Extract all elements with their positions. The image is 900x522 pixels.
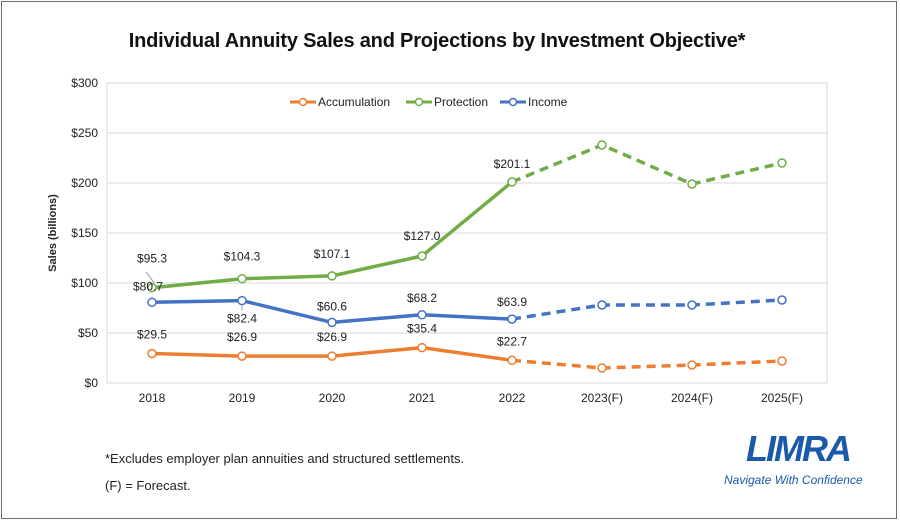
data-point-accumulation [507,355,517,366]
data-point-protection [237,273,247,284]
legend: Accumulation Protection Income [290,95,568,109]
x-tick-label: 2019 [229,391,256,405]
data-label-accumulation: $26.9 [317,330,347,344]
legend-marker-income [508,97,518,107]
data-label-income: $68.2 [407,291,437,305]
data-label-protection: $107.1 [314,247,351,261]
logo-wordmark: LIMRA [746,428,852,469]
data-label-income: $80.7 [133,279,163,293]
x-tick-label: 2022 [499,391,526,405]
axes: $0 $50 $100 $150 $200 $250 $300 2018 2019 2020 202… [47,76,803,405]
data-label-protection: $95.3 [137,252,167,266]
data-point-income [237,295,247,306]
grid-lines [106,82,828,384]
y-tick-label: $300 [71,76,98,90]
data-point-protection [147,282,157,293]
data-point-income [417,310,427,320]
limra-logo: LIMRA Navigate With Confidence [724,428,884,498]
data-point-protection [327,271,337,281]
data-point-accumulation [237,351,247,361]
legend-label-protection: Protection [434,95,488,109]
logo-tagline: Navigate With Confidence [724,473,863,487]
data-label-income: $63.9 [497,295,527,309]
y-tick-label: $0 [85,376,99,390]
data-label-accumulation: $26.9 [227,330,257,344]
data-point-protection [507,177,517,187]
x-tick-label: 2020 [319,391,346,405]
data-point-protection [687,179,697,189]
data-label-accumulation: $29.5 [137,328,167,342]
data-point-accumulation [327,351,337,361]
x-tick-label: 2021 [409,391,436,405]
x-tick-label: 2025(F) [761,391,803,405]
data-label-accumulation: $22.7 [497,334,527,348]
y-tick-label: $250 [71,126,98,140]
data-point-income [147,297,157,308]
x-tick-label: 2018 [139,391,166,405]
data-label-protection: $127.0 [404,229,441,243]
data-point-protection [777,158,787,168]
data-point-income [327,317,337,328]
data-point-income [687,300,697,310]
series-group: $29.5 $26.9 $26.9 $35.4 $22.7 $95.3 $104.3 $107… [133,140,787,373]
data-label-accumulation: $35.4 [407,322,437,336]
data-point-income [777,295,787,305]
legend-marker-protection [414,97,424,107]
y-tick-label: $200 [71,176,98,190]
data-point-income [507,314,517,324]
y-tick-label: $100 [71,276,98,290]
plot-area-border [106,82,828,384]
data-point-accumulation [147,348,157,359]
footnote-exclusions: *Excludes employer plan annuities and st… [105,451,465,466]
series-forecast-line-income [511,298,783,321]
legend-label-income: Income [528,95,568,109]
label-leader-line [145,271,155,283]
y-tick-label: $50 [78,326,98,340]
data-label-protection: $201.1 [494,157,531,171]
data-label-income: $60.6 [317,299,347,313]
data-point-accumulation [597,363,607,373]
data-point-protection [417,251,427,261]
series-forecast-line-protection [511,143,783,186]
data-point-accumulation [777,356,787,366]
legend-marker-accumulation [298,97,308,107]
x-tick-label: 2024(F) [671,391,713,405]
footnote-forecast: (F) = Forecast. [105,478,191,493]
data-label-income: $82.4 [227,312,257,326]
data-point-accumulation [687,360,697,370]
data-point-accumulation [417,342,427,353]
legend-label-accumulation: Accumulation [318,95,390,109]
y-tick-label: $150 [71,226,98,240]
chart-title: Individual Annuity Sales and Projections… [128,30,746,52]
y-axis-label: Sales (billions) [47,194,59,272]
data-point-income [597,300,607,310]
series-forecast-line-accumulation [511,358,783,370]
data-point-protection [597,140,607,150]
x-tick-label: 2023(F) [581,391,623,405]
data-label-protection: $104.3 [224,250,261,264]
